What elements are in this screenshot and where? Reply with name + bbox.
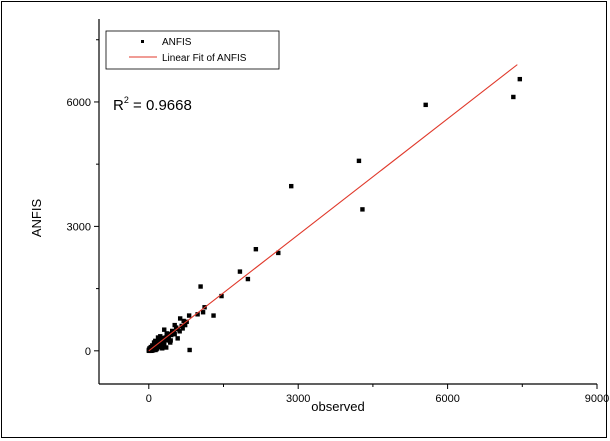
data-point bbox=[201, 310, 205, 314]
data-point bbox=[423, 103, 427, 107]
data-point bbox=[246, 277, 250, 281]
x-axis-label: observed bbox=[311, 399, 364, 414]
line-layer bbox=[149, 65, 518, 351]
data-point bbox=[153, 339, 157, 343]
x-tick-label: 3000 bbox=[286, 393, 310, 405]
linear-fit-line bbox=[149, 65, 518, 351]
y-tick-label: 3000 bbox=[67, 221, 91, 233]
data-point bbox=[180, 326, 184, 330]
r-squared-annotation: R2 = 0.9668 bbox=[113, 95, 192, 114]
data-point bbox=[168, 340, 172, 344]
data-point bbox=[238, 269, 242, 273]
data-point bbox=[172, 323, 176, 327]
data-point bbox=[187, 348, 191, 352]
data-point bbox=[187, 313, 191, 317]
data-point bbox=[357, 159, 361, 163]
x-tick-label: 9000 bbox=[585, 393, 609, 405]
y-axis-label: ANFIS bbox=[29, 199, 44, 238]
data-point bbox=[164, 345, 168, 349]
x-tick-label: 6000 bbox=[435, 393, 459, 405]
legend-label-anfis: ANFIS bbox=[162, 37, 192, 48]
y-tick-label: 6000 bbox=[67, 97, 91, 109]
data-point bbox=[518, 77, 522, 81]
data-point bbox=[254, 247, 258, 251]
data-point bbox=[360, 207, 364, 211]
x-tick-label: 0 bbox=[146, 393, 152, 405]
data-point bbox=[198, 284, 202, 288]
data-point bbox=[165, 331, 169, 335]
data-point bbox=[175, 336, 179, 340]
points-layer bbox=[147, 77, 522, 353]
data-point bbox=[289, 184, 293, 188]
data-point bbox=[511, 95, 515, 99]
legend-marker-anfis bbox=[141, 40, 144, 43]
data-point bbox=[178, 316, 182, 320]
legend-label-fit: Linear Fit of ANFIS bbox=[162, 53, 247, 64]
data-point bbox=[211, 313, 215, 317]
legend: ANFIS Linear Fit of ANFIS bbox=[106, 31, 279, 69]
y-tick-label: 0 bbox=[85, 346, 91, 358]
data-point bbox=[160, 346, 164, 350]
